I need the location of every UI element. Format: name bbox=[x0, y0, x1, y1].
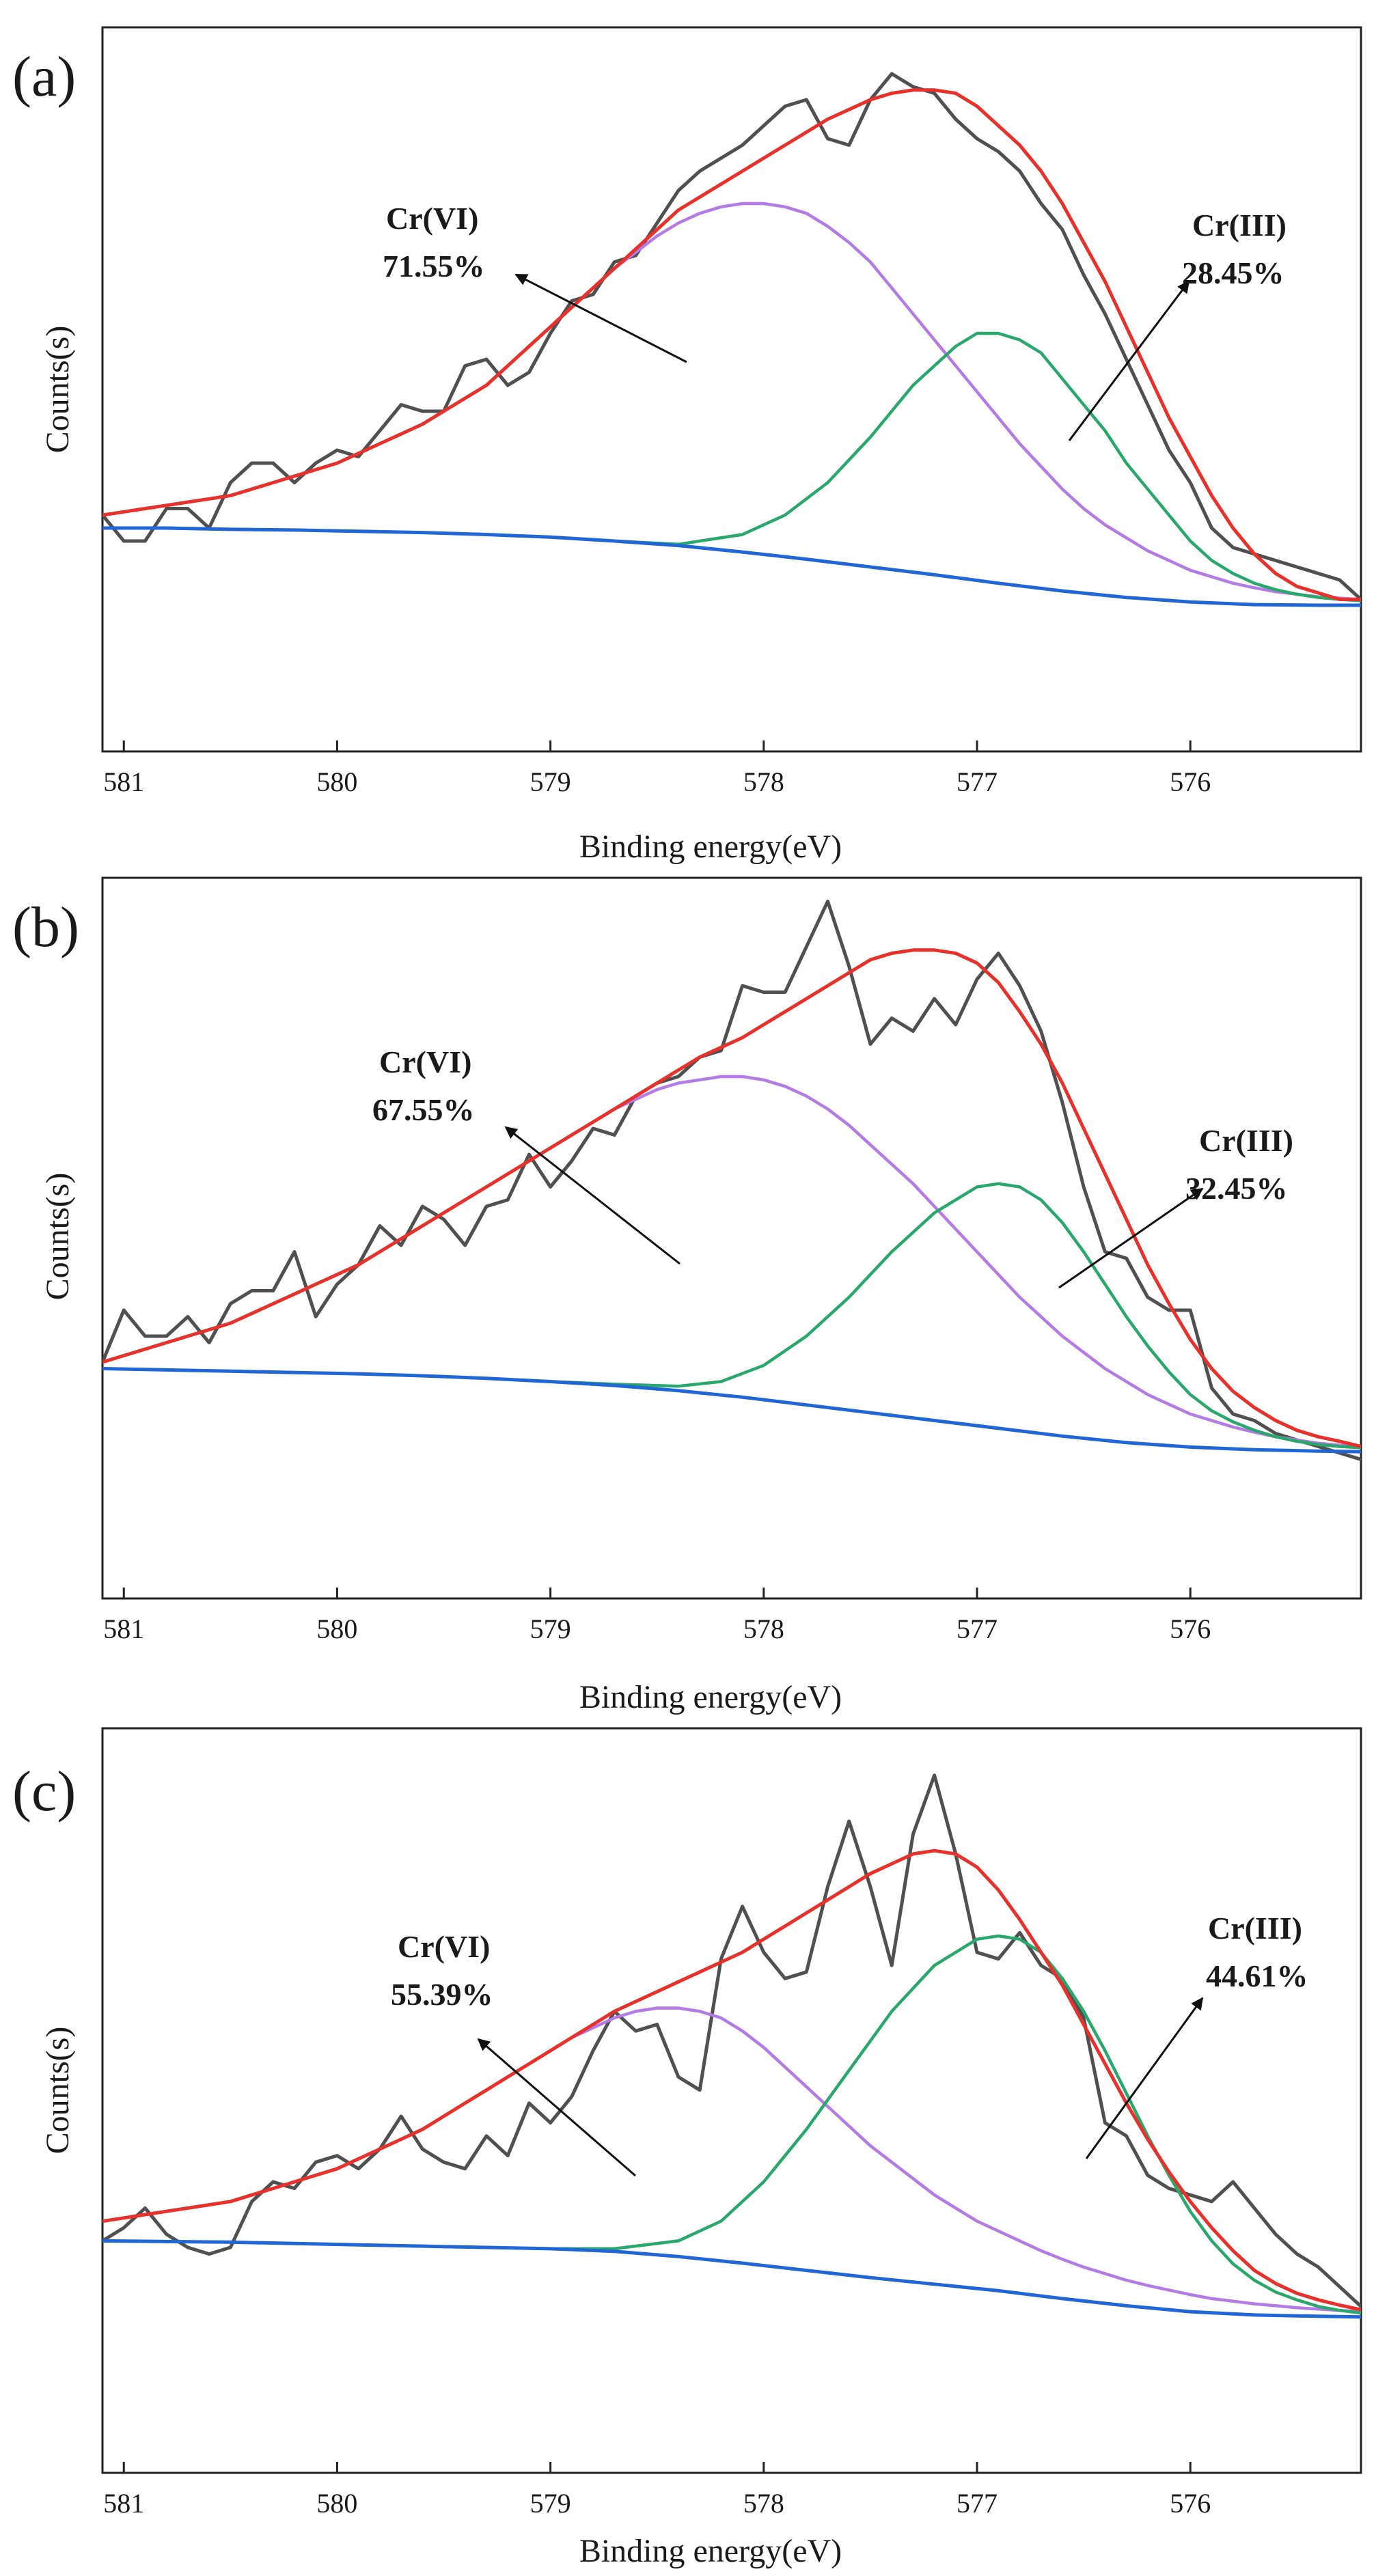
series-line-raw bbox=[102, 900, 1361, 1461]
panel-a-plot bbox=[102, 72, 1361, 607]
panel-b-label: (b) bbox=[12, 896, 79, 959]
panel-a-frame bbox=[101, 26, 1362, 753]
series-line-raw bbox=[102, 72, 1361, 601]
panel-a-y-axis-label: Counts(s) bbox=[40, 326, 76, 454]
x-tick-label: 577 bbox=[957, 2488, 998, 2519]
cr3-annotation-arrow bbox=[1068, 280, 1190, 441]
x-tick-label: 580 bbox=[316, 2488, 357, 2519]
series-line-background bbox=[102, 2239, 1361, 2319]
panel-a-label: (a) bbox=[12, 45, 76, 109]
panel-c-annotations: Cr(VI) 55.39% Cr(III) 44.61% bbox=[391, 1911, 1308, 2177]
cr6-percent: 71.55% bbox=[383, 249, 485, 283]
panel-c-x-ticks: 581 580 579 578 577 576 bbox=[103, 2462, 1211, 2519]
panel-a: (a) 581 580 579 578 577 576 Cr(VI) 71.55% Cr(… bbox=[12, 26, 1362, 865]
panel-b-y-axis-label: Counts(s) bbox=[40, 1173, 76, 1301]
cr3-percent: 32.45% bbox=[1185, 1171, 1288, 1206]
x-tick-label: 577 bbox=[957, 766, 998, 797]
x-tick-label: 578 bbox=[743, 1614, 784, 1644]
cr6-annotation-arrow bbox=[504, 1126, 680, 1265]
cr3-percent: 44.61% bbox=[1206, 1958, 1308, 1993]
x-tick-label: 579 bbox=[530, 2488, 571, 2519]
cr3-label: Cr(III) bbox=[1208, 1911, 1302, 1945]
panel-c: (c) 581 580 579 578 577 576 Cr(VI) 55.39% Cr(… bbox=[12, 1727, 1362, 2569]
series-line-background bbox=[102, 1367, 1361, 1454]
panel-b: (b) 581 580 579 578 577 576 Cr(VI) 67.55% Cr(… bbox=[12, 876, 1362, 1715]
cr6-annotation-arrow bbox=[514, 273, 687, 363]
series-line-cr-vi bbox=[102, 202, 1361, 601]
panel-b-x-axis-label: Binding energy(eV) bbox=[579, 1679, 842, 1715]
cr3-annotation-arrow bbox=[1085, 1997, 1204, 2159]
x-tick-label: 581 bbox=[103, 766, 144, 797]
panel-b-annotations: Cr(VI) 67.55% Cr(III) 32.45% bbox=[372, 1044, 1293, 1289]
panel-c-plot bbox=[102, 1773, 1361, 2319]
series-line-background bbox=[102, 526, 1361, 607]
cr3-percent: 28.45% bbox=[1182, 255, 1284, 290]
panel-a-annotations: Cr(VI) 71.55% Cr(III) 28.45% bbox=[383, 201, 1287, 441]
x-tick-label: 578 bbox=[743, 2488, 784, 2519]
cr6-label: Cr(VI) bbox=[379, 1044, 471, 1079]
panel-c-x-axis-label: Binding energy(eV) bbox=[579, 2533, 842, 2569]
x-tick-label: 579 bbox=[530, 766, 571, 797]
series-line-cr-iii bbox=[102, 1934, 1361, 2315]
cr3-label: Cr(III) bbox=[1199, 1123, 1293, 1158]
series-line-cr-vi bbox=[102, 1075, 1361, 1448]
panel-c-y-axis-label: Counts(s) bbox=[40, 2027, 76, 2155]
cr6-percent: 55.39% bbox=[391, 1977, 493, 2012]
panel-b-frame bbox=[101, 876, 1362, 1600]
x-tick-label: 579 bbox=[530, 1614, 571, 1644]
series-line-envelope bbox=[102, 948, 1361, 1448]
cr6-annotation-arrow bbox=[477, 2038, 636, 2177]
cr6-label: Cr(VI) bbox=[398, 1929, 490, 1964]
panel-c-label: (c) bbox=[12, 1760, 76, 1823]
series-line-cr-vi bbox=[102, 2006, 1361, 2314]
x-tick-label: 576 bbox=[1170, 766, 1211, 797]
cr3-label: Cr(III) bbox=[1192, 208, 1287, 243]
series-line-envelope bbox=[102, 1848, 1361, 2312]
panel-a-x-axis-label: Binding energy(eV) bbox=[579, 829, 842, 865]
x-tick-label: 576 bbox=[1170, 1614, 1211, 1644]
cr6-label: Cr(VI) bbox=[386, 201, 478, 236]
series-line-envelope bbox=[102, 88, 1361, 601]
x-tick-label: 576 bbox=[1170, 2488, 1211, 2519]
series-line-raw bbox=[102, 1773, 1361, 2308]
panel-c-frame bbox=[101, 1727, 1362, 2474]
x-tick-label: 581 bbox=[103, 1614, 144, 1644]
x-tick-label: 577 bbox=[957, 1614, 998, 1644]
cr6-percent: 67.55% bbox=[372, 1092, 475, 1127]
cr3-annotation-arrow bbox=[1058, 1187, 1204, 1289]
panel-b-x-ticks: 581 580 579 578 577 576 bbox=[103, 1588, 1211, 1644]
x-tick-label: 578 bbox=[743, 766, 784, 797]
x-tick-label: 580 bbox=[316, 766, 357, 797]
panel-b-plot bbox=[102, 900, 1361, 1461]
series-line-cr-iii bbox=[102, 1182, 1361, 1450]
x-tick-label: 580 bbox=[316, 1614, 357, 1644]
panel-a-x-ticks: 581 580 579 578 577 576 bbox=[103, 740, 1211, 797]
x-tick-label: 581 bbox=[103, 2488, 144, 2519]
